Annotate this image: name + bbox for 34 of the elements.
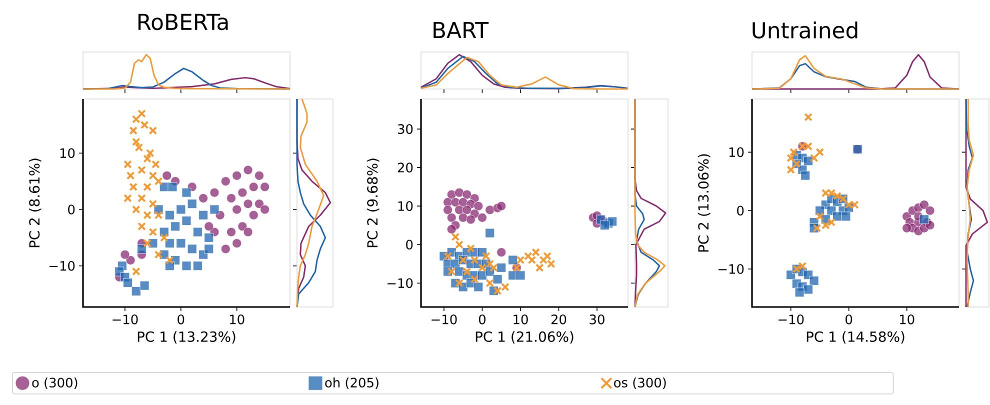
x-axis-title: PC 1 (21.06%): [476, 331, 574, 344]
y-tick-label: −10: [718, 264, 744, 274]
chart-title: Untrained: [752, 22, 858, 39]
y-tick-label: 10: [60, 148, 75, 158]
x-axis-title: PC 1 (14.58%): [806, 331, 904, 344]
y-axis-title: PC 2 (9.68%): [366, 158, 380, 248]
x-tick-label: −10: [112, 314, 138, 324]
y-tick-label: 10: [729, 147, 744, 158]
legend-label: o (300): [32, 378, 78, 390]
x-tick-label: 0: [478, 314, 486, 324]
y-tick-label: 30: [398, 124, 413, 134]
y-tick-label: 0: [737, 206, 744, 216]
y-tick-label: 0: [68, 204, 75, 214]
x-tick-label: 0: [846, 314, 852, 324]
x-tick-label: 0: [178, 314, 184, 324]
y-tick-label: −10: [50, 260, 75, 271]
x-tick-label: 30: [590, 314, 604, 324]
x-tick-label: 10: [514, 314, 528, 324]
y-tick-label: 10: [398, 201, 413, 211]
x-axis-title: PC 1 (13.23%): [138, 331, 236, 344]
x-tick-label: 10: [230, 314, 244, 324]
chart-title: RoBERTa: [138, 14, 228, 30]
legend-label: oh (205): [325, 377, 378, 390]
chart-title: BART: [434, 22, 489, 38]
x-tick-label: 10: [900, 314, 914, 324]
y-tick-label: 20: [398, 162, 413, 172]
y-axis-title: PC 2 (8.61%): [28, 158, 42, 248]
y-tick-label: −10: [388, 278, 413, 288]
legend-label: os (300): [614, 378, 666, 390]
y-tick-label: 0: [406, 240, 413, 250]
y-axis-title: PC 2 (13.06%): [698, 154, 710, 252]
x-tick-label: −10: [778, 314, 804, 324]
x-tick-label: −10: [432, 314, 457, 324]
x-tick-label: 20: [551, 314, 566, 324]
